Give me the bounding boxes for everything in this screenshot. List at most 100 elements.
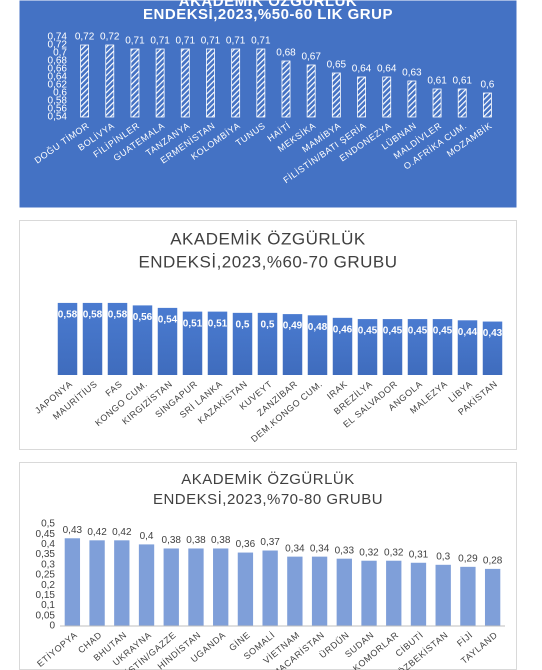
data-label: 0,33 bbox=[335, 545, 355, 556]
bar bbox=[281, 60, 291, 118]
data-label: 0,48 bbox=[308, 322, 328, 333]
data-label: 0,71 bbox=[201, 36, 221, 47]
bar bbox=[357, 76, 366, 118]
data-label: 0,68 bbox=[276, 48, 296, 59]
data-label: 0,43 bbox=[483, 328, 503, 339]
bar bbox=[132, 305, 153, 375]
data-label: 0,71 bbox=[251, 36, 271, 47]
bar bbox=[460, 566, 476, 626]
chart-title: ENDEKSİ,2023,%60-70 GRUBU bbox=[138, 252, 397, 271]
y-tick-label: 0,66 bbox=[48, 64, 68, 75]
data-label: 0,64 bbox=[352, 64, 372, 75]
bar bbox=[114, 540, 130, 626]
bar bbox=[331, 72, 341, 118]
data-label: 0,34 bbox=[310, 543, 330, 554]
bar bbox=[231, 48, 241, 118]
data-label: 0,58 bbox=[108, 310, 128, 321]
data-label: 0,38 bbox=[162, 535, 182, 546]
data-label: 0,44 bbox=[458, 327, 478, 338]
bar bbox=[182, 311, 203, 375]
data-label: 0,61 bbox=[427, 76, 447, 87]
bar bbox=[311, 556, 328, 626]
data-label: 0,71 bbox=[226, 36, 246, 47]
bar bbox=[484, 568, 501, 626]
data-label: 0,67 bbox=[301, 52, 321, 63]
bar bbox=[482, 92, 492, 118]
bar bbox=[282, 314, 303, 375]
bar bbox=[188, 548, 204, 626]
bar bbox=[80, 44, 90, 118]
y-tick-label: 0,64 bbox=[48, 72, 68, 83]
data-label: 0,65 bbox=[327, 60, 347, 71]
y-tick-label: 0,74 bbox=[48, 32, 68, 43]
bar bbox=[213, 548, 229, 626]
data-label: 0,63 bbox=[402, 68, 422, 79]
bar bbox=[89, 540, 105, 626]
y-tick-label: 0,45 bbox=[36, 529, 56, 540]
y-tick-label: 0,6 bbox=[53, 88, 67, 99]
bar bbox=[457, 88, 467, 118]
data-label: 0,34 bbox=[285, 543, 305, 554]
bar bbox=[332, 317, 353, 375]
y-tick-label: 0,5 bbox=[41, 519, 55, 530]
data-label: 0,45 bbox=[358, 326, 378, 337]
data-label: 0,5 bbox=[236, 319, 250, 330]
y-tick-label: 0,2 bbox=[41, 580, 55, 591]
y-tick-label: 0,25 bbox=[36, 570, 56, 581]
bar bbox=[138, 544, 155, 626]
y-tick-label: 0,05 bbox=[36, 610, 56, 621]
bar bbox=[262, 550, 278, 626]
y-tick-label: 0,4 bbox=[41, 539, 55, 550]
bar bbox=[256, 48, 266, 118]
chart-title: AKADEMİK ÖZGÜRLÜK bbox=[179, 0, 358, 10]
data-label: 0,43 bbox=[63, 525, 83, 536]
bar bbox=[155, 48, 165, 118]
data-label: 0,56 bbox=[133, 312, 153, 323]
bar bbox=[287, 556, 303, 626]
data-label: 0,54 bbox=[158, 315, 178, 326]
bar bbox=[163, 548, 179, 626]
data-label: 0,49 bbox=[283, 321, 303, 332]
bar bbox=[432, 319, 453, 375]
data-label: 0,42 bbox=[112, 527, 132, 538]
y-tick-label: 0,62 bbox=[48, 80, 68, 91]
bar bbox=[157, 307, 178, 375]
y-tick-label: 0,56 bbox=[48, 104, 68, 115]
data-label: 0,72 bbox=[100, 32, 120, 43]
y-tick-label: 0,68 bbox=[48, 56, 68, 67]
bar bbox=[107, 302, 128, 375]
data-label: 0,38 bbox=[211, 535, 231, 546]
data-label: 0,37 bbox=[260, 537, 280, 548]
y-tick-label: 0,72 bbox=[48, 40, 68, 51]
bar bbox=[407, 319, 428, 375]
data-label: 0,38 bbox=[186, 535, 206, 546]
data-label: 0,71 bbox=[176, 36, 196, 47]
bar bbox=[482, 321, 503, 375]
data-label: 0,42 bbox=[87, 527, 107, 538]
data-label: 0,28 bbox=[483, 556, 503, 567]
data-label: 0,61 bbox=[453, 76, 473, 87]
data-label: 0,58 bbox=[58, 310, 78, 321]
bar bbox=[361, 560, 377, 626]
data-label: 0,45 bbox=[433, 326, 453, 337]
bar bbox=[382, 76, 392, 118]
bar bbox=[457, 320, 478, 375]
bar bbox=[257, 312, 278, 375]
bar bbox=[357, 319, 378, 375]
data-label: 0,58 bbox=[83, 310, 103, 321]
bar bbox=[64, 538, 81, 626]
bar bbox=[130, 48, 140, 118]
y-tick-label: 0,35 bbox=[36, 549, 56, 560]
y-tick-label: 0 bbox=[49, 621, 55, 632]
bar bbox=[307, 315, 328, 375]
bar bbox=[435, 564, 451, 626]
data-label: 0,45 bbox=[408, 326, 428, 337]
bar bbox=[232, 312, 253, 375]
bar bbox=[180, 48, 190, 118]
y-tick-label: 0,54 bbox=[48, 112, 68, 123]
bar bbox=[206, 48, 215, 118]
data-label: 0,3 bbox=[436, 551, 450, 562]
bar bbox=[386, 560, 402, 626]
data-label: 0,71 bbox=[125, 36, 145, 47]
